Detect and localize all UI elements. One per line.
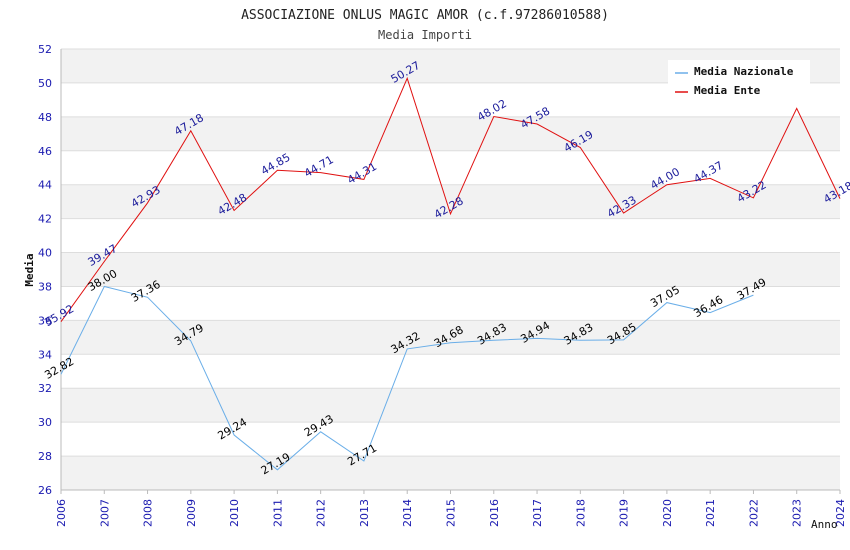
y-tick-label-26: 26 — [38, 484, 52, 497]
axes — [60, 49, 841, 494]
data-point-1-2023 — [795, 107, 798, 110]
chart-subtitle: Media Importi — [378, 28, 472, 42]
grid-band-38 — [61, 252, 840, 287]
x-tick-label-2009: 2009 — [185, 499, 198, 527]
chart-title: ASSOCIAZIONE ONLUS MAGIC AMOR (c.f.97286… — [241, 8, 609, 23]
x-tick-label-2018: 2018 — [574, 499, 587, 527]
y-axis-label: Media — [23, 253, 36, 286]
x-tick-label-2019: 2019 — [618, 499, 631, 527]
legend-label-media-ente: Media Ente — [694, 84, 761, 97]
x-tick-label-2017: 2017 — [531, 499, 544, 527]
x-tick-label-2020: 2020 — [661, 499, 674, 527]
data-label-1-2012: 44.71 — [302, 153, 336, 180]
x-tick-label-2015: 2015 — [445, 499, 458, 527]
x-tick-label-2007: 2007 — [98, 499, 111, 527]
y-tick-label-30: 30 — [38, 416, 52, 429]
grid-band-26 — [61, 456, 840, 490]
x-tick-label-2024: 2024 — [834, 499, 847, 527]
data-label-0-2020: 37.05 — [648, 283, 682, 310]
x-tick-label-2012: 2012 — [315, 499, 328, 527]
y-tick-label-52: 52 — [38, 43, 52, 56]
y-tick-label-34: 34 — [38, 348, 52, 361]
series-line-0 — [60, 285, 754, 471]
x-tick-label-2010: 2010 — [228, 499, 241, 527]
y-tick-label-38: 38 — [38, 280, 52, 293]
grid-band-46 — [61, 116, 840, 151]
legend-background — [668, 60, 810, 102]
x-tick-label-2011: 2011 — [271, 499, 284, 527]
x-tick-label-2016: 2016 — [488, 499, 501, 527]
background-bands — [61, 49, 840, 490]
y-tick-label-28: 28 — [38, 450, 52, 463]
legend-label-media-nazionale: Media Nazionale — [694, 65, 794, 78]
x-tick-labels: 2006 2007 2008 2009 2010 2011 2012 2013 2014 2015… — [55, 499, 847, 527]
y-tick-label-48: 48 — [38, 111, 52, 124]
grid-band-34 — [61, 320, 840, 355]
y-tick-label-42: 42 — [38, 213, 52, 226]
grid-band-30 — [61, 388, 840, 423]
x-tick-label-2006: 2006 — [55, 499, 68, 527]
y-tick-label-36: 36 — [38, 314, 52, 327]
y-tick-label-40: 40 — [38, 247, 52, 260]
data-label-1-2011: 44.85 — [259, 151, 293, 178]
x-tick-label-2013: 2013 — [358, 499, 371, 527]
x-tick-label-2008: 2008 — [142, 499, 155, 527]
x-axis-label: Anno — [811, 518, 838, 531]
x-tick-label-2023: 2023 — [791, 499, 804, 527]
y-tick-label-44: 44 — [38, 179, 52, 192]
y-tick-label-32: 32 — [38, 382, 52, 395]
x-tick-label-2021: 2021 — [704, 499, 717, 527]
series-line-1 — [60, 76, 841, 322]
x-tick-label-2014: 2014 — [401, 499, 414, 527]
y-tick-label-50: 50 — [38, 77, 52, 90]
y-tick-labels: 26 28 30 32 34 36 38 40 42 44 46 48 50 52 — [38, 43, 52, 497]
y-tick-label-46: 46 — [38, 145, 52, 158]
data-label-1-2013: 44.31 — [345, 160, 379, 187]
legend: Media Nazionale Media Ente — [668, 60, 810, 102]
data-label-1-2021: 44.37 — [692, 159, 726, 186]
x-tick-label-2022: 2022 — [747, 499, 760, 527]
series-lines — [60, 76, 841, 471]
data-label-0-2021: 36.46 — [692, 293, 726, 320]
